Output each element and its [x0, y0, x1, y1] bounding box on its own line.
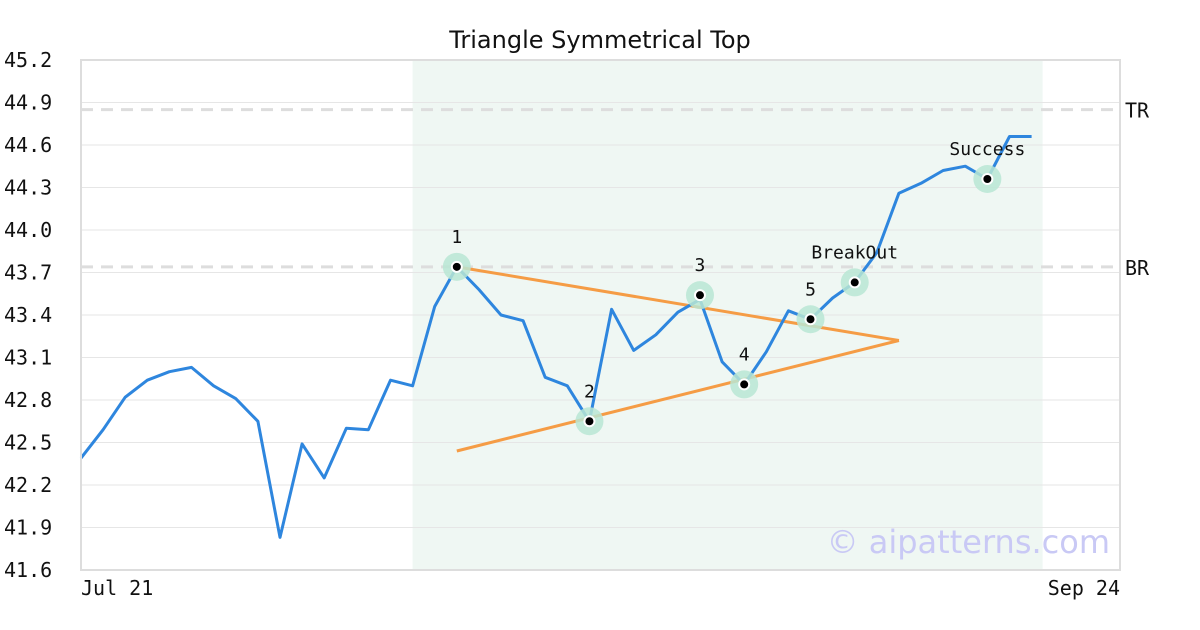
marker-label: BreakOut — [811, 242, 898, 263]
marker-point — [848, 276, 861, 289]
trend-line — [456, 265, 900, 342]
y-tick-label: 44.0 — [4, 218, 52, 242]
marker-label: 3 — [695, 255, 706, 276]
y-tick-label: 43.7 — [4, 261, 52, 285]
marker-label: Success — [949, 139, 1025, 160]
y-tick-label: 44.9 — [4, 91, 52, 115]
y-tick-label: 41.6 — [4, 558, 52, 582]
watermark-text: © aipatterns.com — [827, 523, 1110, 561]
marker-label: 1 — [451, 227, 462, 248]
marker-point — [804, 313, 817, 326]
reference-line-label: TR — [1125, 99, 1150, 123]
y-tick-label: 42.2 — [4, 473, 52, 497]
y-tick-label: 44.3 — [4, 176, 52, 200]
x-tick-label: Jul 21 — [81, 576, 153, 600]
marker-point — [738, 378, 751, 391]
marker-point — [693, 289, 706, 302]
marker-label: 5 — [805, 279, 816, 300]
plot-area: 45.2 44.9 44.6 44.3 44.0 43.7 43.4 43.1 42.8 42.5… — [4, 48, 1150, 600]
y-tick-label: 43.1 — [4, 346, 52, 370]
marker-point — [583, 415, 596, 428]
y-tick-label: 42.8 — [4, 388, 52, 412]
y-tick-label: 44.6 — [4, 133, 52, 157]
x-tick-label: Sep 24 — [1048, 576, 1120, 600]
marker-label: 4 — [739, 344, 750, 365]
price-series-line — [79, 135, 1032, 539]
y-tick-label: 41.9 — [4, 516, 52, 540]
y-tick-label: 45.2 — [4, 48, 52, 72]
y-tick-label: 42.5 — [4, 431, 52, 455]
marker-point — [981, 173, 994, 185]
marker-label: 2 — [584, 381, 595, 402]
trend-line — [456, 339, 900, 453]
marker-point — [450, 260, 463, 273]
y-tick-label: 43.4 — [4, 303, 52, 327]
chart-title: Triangle Symmetrical Top — [448, 26, 751, 54]
plot-frame — [80, 59, 1121, 571]
reference-line-label: BR — [1125, 256, 1150, 280]
